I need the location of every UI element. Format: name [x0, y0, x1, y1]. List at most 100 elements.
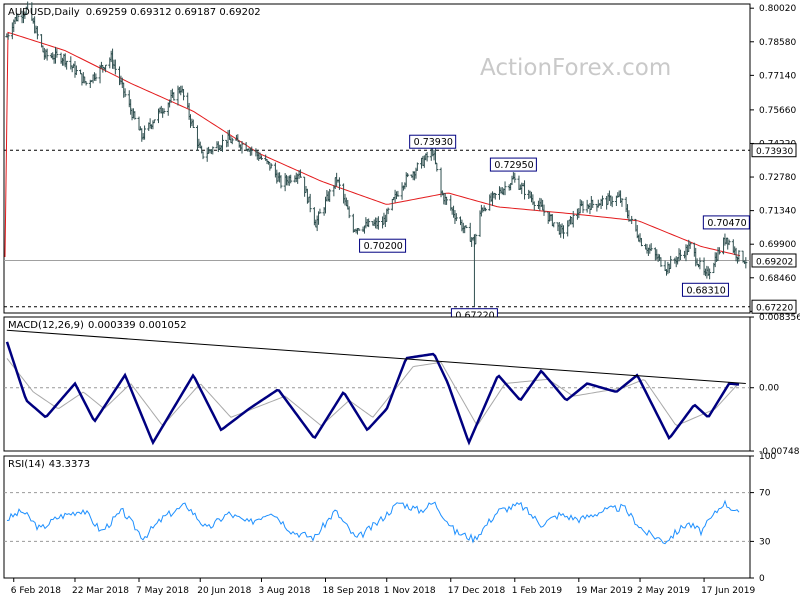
- watermark-text: ActionForex.com: [480, 55, 671, 81]
- price-bar: [357, 228, 361, 231]
- macd-main-line: [5, 341, 740, 446]
- price-bar: [55, 48, 59, 58]
- symbol-text: AUDUSD,Daily: [8, 7, 80, 18]
- rsi-name: RSI(14): [8, 459, 45, 470]
- price-bar: [104, 64, 108, 73]
- ohlc-values: 0.69259 0.69312 0.69187 0.69202: [86, 7, 261, 18]
- macd-y-tick-label: 0.00: [759, 384, 779, 394]
- price-bar: [211, 146, 215, 155]
- price-bar: [552, 222, 556, 228]
- price-grid: 0.800200.785800.771400.756600.742200.727…: [4, 4, 797, 317]
- price-bar: [513, 172, 517, 183]
- price-bar: [201, 151, 205, 160]
- price-bar: [152, 119, 156, 124]
- price-bar: [269, 163, 273, 169]
- price-bar: [688, 241, 692, 249]
- price-bar: [737, 250, 741, 262]
- price-bar: [591, 199, 595, 208]
- macd-panel-frame: [3, 316, 751, 452]
- rsi-label: RSI(14) 43.3373: [8, 459, 90, 470]
- price-bar: [35, 26, 39, 40]
- level-label: 0.69202: [756, 257, 793, 267]
- rsi-grid: 100 70 30 0: [4, 452, 776, 584]
- price-annotation-label: 0.73930: [414, 137, 453, 148]
- price-bar: [230, 137, 234, 145]
- rsi-panel: 100 70 30 0 RSI(14) 43.3373: [3, 452, 776, 584]
- price-bar: [191, 119, 195, 129]
- x-axis: 6 Feb 2018 22 Mar 2018 7 May 2018 20 Jun 20…: [11, 578, 755, 596]
- price-bar: [445, 196, 449, 205]
- price-bar: [639, 237, 643, 247]
- price-annotation-box: [409, 134, 457, 149]
- price-bar: [659, 257, 663, 267]
- level-box: [751, 253, 797, 268]
- macd-label: MACD(12,26,9) 0.000339 0.001052: [8, 320, 187, 331]
- price-bar: [328, 188, 332, 202]
- price-bar: [454, 213, 458, 222]
- price-bar: [542, 204, 546, 216]
- price-bar: [367, 218, 371, 228]
- price-bar: [532, 201, 536, 211]
- x-tick-label: 17 Dec 2018: [448, 586, 506, 596]
- price-bar: [172, 92, 176, 101]
- price-bar: [581, 201, 585, 213]
- price-bar: [16, 13, 20, 22]
- x-tick-label: 17 Jun 2019: [701, 586, 755, 596]
- price-bar: [630, 215, 634, 225]
- price-bar: [347, 206, 351, 219]
- macd-y-tick-label: 0.008356: [759, 313, 800, 323]
- price-bar: [240, 141, 244, 154]
- price-bar: [308, 193, 312, 213]
- price-bar: [6, 33, 10, 40]
- price-bar: [65, 60, 69, 70]
- price-bar: [26, 1, 30, 10]
- price-bar: [376, 216, 380, 230]
- x-tick-label: 3 Aug 2018: [258, 586, 310, 596]
- price-bar: [123, 88, 127, 98]
- ma-line: [4, 31, 741, 258]
- level-label: 0.67220: [756, 304, 793, 314]
- moving-average-line: [4, 31, 741, 258]
- price-bar: [708, 268, 712, 280]
- price-annotations: 0.73930 0.72950 0.70200 0.67220 0.70470 0.683…: [359, 134, 750, 323]
- macd-grid: 0.008356 0.00 -0.007483: [4, 313, 800, 457]
- macd-values: 0.000339 0.001052: [88, 320, 187, 331]
- price-annotation-box: [359, 238, 407, 253]
- price-bar: [649, 243, 653, 252]
- price-bar: [289, 174, 293, 184]
- price-bar: [298, 169, 302, 178]
- x-tick-label: 19 Mar 2019: [576, 586, 633, 596]
- price-annotation-label: 0.72950: [494, 160, 533, 171]
- price-y-tick-label: 0.75660: [759, 106, 796, 116]
- macd-lines: [5, 329, 746, 446]
- x-tick-label: 22 Mar 2018: [72, 586, 129, 596]
- price-y-tick-label: 0.69900: [759, 240, 796, 250]
- level-box: [751, 143, 797, 158]
- macd-panel: 0.008356 0.00 -0.007483 MACD(12,26,9) 0.000…: [3, 313, 800, 457]
- price-y-tick-label: 0.72780: [759, 173, 796, 183]
- price-bar: [678, 249, 682, 260]
- price-bar: [162, 108, 166, 114]
- price-bar: [620, 198, 624, 207]
- price-bar: [571, 210, 575, 228]
- price-annotation-box: [489, 157, 537, 172]
- x-tick-label: 6 Feb 2018: [11, 586, 62, 596]
- price-annotation-label: 0.67220: [455, 311, 494, 322]
- level-box: [751, 299, 797, 314]
- rsi-y-tick-label: 30: [759, 537, 771, 547]
- price-bar: [133, 111, 137, 120]
- rsi-y-tick-label: 0: [759, 574, 765, 584]
- price-y-tick-label: 0.68460: [759, 274, 796, 284]
- x-tick-label: 2 May 2019: [637, 586, 690, 596]
- price-bar: [113, 59, 117, 75]
- price-bar: [337, 177, 341, 190]
- price-y-tick-label: 0.78580: [759, 38, 796, 48]
- price-bar: [698, 257, 702, 270]
- rsi-y-tick-label: 70: [759, 489, 771, 499]
- symbol-label: AUDUSD,Daily 0.69259 0.69312 0.69187 0.69…: [8, 7, 261, 18]
- rsi-line: [6, 499, 740, 545]
- price-bar: [182, 88, 186, 101]
- price-y-tick-label: 0.71340: [759, 207, 796, 217]
